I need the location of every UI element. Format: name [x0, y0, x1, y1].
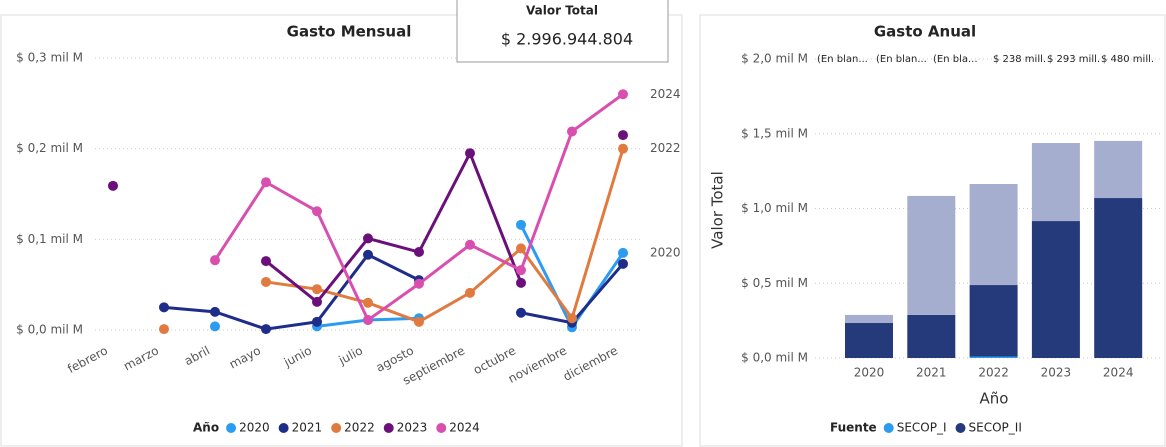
chart-title: Gasto Mensual — [287, 23, 412, 41]
data-point — [618, 143, 628, 154]
series-end-label: 2024 — [650, 87, 681, 101]
data-point — [210, 321, 220, 332]
data-label: (En bla... — [933, 54, 978, 65]
data-point — [516, 265, 526, 276]
data-label: (En blan... — [876, 54, 927, 65]
y-tick-label: $ 2,0 mil M — [741, 52, 808, 66]
bar-segment — [1031, 221, 1080, 358]
bar-segment — [907, 314, 956, 358]
y-tick-label: $ 1,5 mil M — [741, 126, 808, 140]
x-tick-label: 2023 — [1041, 366, 1072, 380]
data-point — [465, 287, 475, 298]
data-label: $ 238 mill. — [993, 54, 1046, 65]
series-end-label: 2020 — [650, 245, 681, 259]
data-point — [618, 258, 628, 269]
legend-label: 2022 — [344, 421, 375, 435]
data-label: $ 293 mill. — [1047, 54, 1100, 65]
legend-label: 2023 — [397, 421, 428, 435]
legend-label: SECOP_II — [969, 421, 1022, 435]
data-point — [414, 316, 424, 327]
data-point — [312, 316, 322, 327]
y-tick-label: $ 0,0 mil M — [741, 351, 808, 365]
data-point — [363, 297, 373, 308]
legend-title: Año — [193, 421, 219, 435]
data-point — [210, 306, 220, 317]
data-point — [108, 180, 118, 191]
data-label: $ 480 mill. — [1101, 54, 1154, 65]
legend-label: 2024 — [449, 421, 480, 435]
data-point — [618, 89, 628, 100]
legend-marker — [883, 423, 894, 433]
data-point — [618, 130, 628, 141]
data-point — [516, 277, 526, 288]
series-end-label: 2022 — [650, 141, 681, 155]
bar-segment — [845, 323, 893, 358]
chart-title: Gasto Anual — [874, 23, 976, 41]
bar-segment — [1094, 198, 1143, 358]
card-title: Valor Total — [526, 4, 598, 18]
data-point — [312, 284, 322, 295]
y-axis-label: Valor Total — [709, 171, 727, 249]
data-point — [261, 324, 271, 335]
bar-segment — [845, 314, 893, 324]
x-tick-label: 2020 — [854, 366, 885, 380]
y-tick-label: $ 0,3 mil M — [16, 51, 83, 65]
y-tick-label: $ 1,0 mil M — [741, 201, 808, 215]
data-point — [465, 148, 475, 159]
x-axis-label: Año — [980, 390, 1009, 408]
bar-segment — [907, 195, 956, 315]
data-point — [414, 278, 424, 289]
y-tick-label: $ 0,5 mil M — [741, 276, 808, 290]
bar-segment — [969, 285, 1018, 357]
data-point — [516, 219, 526, 230]
legend-marker — [436, 423, 447, 433]
legend-marker — [383, 423, 394, 433]
data-point — [414, 247, 424, 258]
legend-marker — [955, 423, 966, 433]
data-label: (En blan... — [817, 54, 868, 65]
series-line — [265, 149, 523, 304]
data-point — [159, 302, 169, 313]
bar-segment — [969, 356, 1018, 358]
data-point — [312, 206, 322, 217]
data-point — [210, 255, 220, 266]
card[interactable]: Valor Total $ 2.996.944.804 — [456, 0, 669, 63]
x-tick-label: 2021 — [916, 366, 947, 380]
bar-segment — [1094, 140, 1143, 199]
data-point — [261, 177, 271, 188]
data-point — [261, 256, 271, 267]
legend-title: Fuente — [830, 421, 877, 435]
left-panel — [0, 14, 683, 447]
bar-segment — [1031, 143, 1080, 222]
y-tick-label: $ 0,2 mil M — [16, 141, 83, 155]
data-point — [363, 315, 373, 326]
legend-label: SECOP_I — [897, 421, 947, 435]
data-point — [618, 247, 628, 258]
data-point — [567, 313, 577, 324]
x-tick-label: 2022 — [978, 366, 1009, 380]
data-point — [159, 324, 169, 335]
y-tick-label: $ 0,0 mil M — [16, 323, 83, 337]
legend-label: 2020 — [239, 421, 270, 435]
legend-marker — [226, 423, 237, 433]
legend-marker — [278, 423, 289, 433]
legend-label: 2021 — [292, 421, 323, 435]
card-box — [456, 0, 669, 63]
data-point — [363, 249, 373, 260]
data-point — [516, 243, 526, 254]
series-line — [163, 252, 420, 331]
data-point — [516, 307, 526, 318]
x-tick-label: 2024 — [1103, 366, 1134, 380]
data-point — [261, 276, 271, 287]
card-value: $ 2.996.944.804 — [501, 30, 633, 49]
data-point — [363, 233, 373, 244]
data-point — [465, 239, 475, 250]
data-point — [567, 126, 577, 137]
bar-segment — [969, 183, 1018, 286]
data-point — [312, 296, 322, 307]
legend-marker — [331, 423, 342, 433]
y-tick-label: $ 0,1 mil M — [16, 232, 83, 246]
